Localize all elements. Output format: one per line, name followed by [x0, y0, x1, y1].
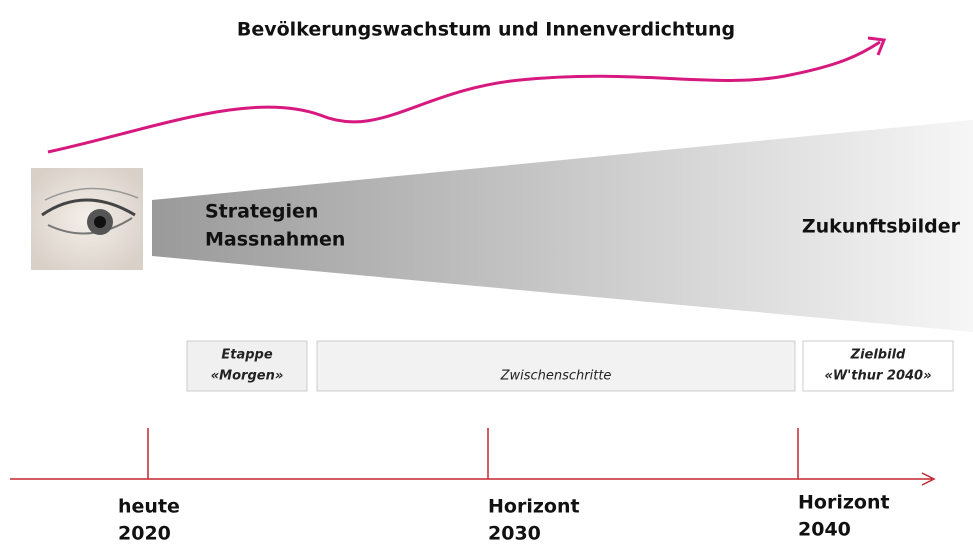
phase-label: Etappe — [221, 348, 272, 363]
title: Bevölkerungswachstum und Innenverdichtun… — [237, 19, 735, 41]
phase-box — [317, 341, 795, 391]
milestone-label: Horizont — [488, 496, 580, 518]
milestone-label: 2040 — [798, 519, 851, 541]
phase-label: «W'thur 2040» — [824, 369, 931, 384]
phase-label: «Morgen» — [211, 369, 284, 384]
diagram: Bevölkerungswachstum und Innenverdichtun… — [0, 0, 973, 545]
eye-image — [31, 168, 143, 270]
phase-label: Zwischenschritte — [500, 369, 612, 384]
milestone-label: Horizont — [798, 492, 890, 514]
milestone-label: 2030 — [488, 523, 541, 545]
milestone-label: 2020 — [118, 523, 171, 545]
wedge-label: Strategien — [205, 201, 318, 223]
milestone-label: heute — [118, 496, 180, 518]
growth-curve — [48, 42, 880, 152]
wedge-label: Massnahmen — [205, 229, 345, 251]
wedge-label: Zukunftsbilder — [802, 216, 961, 238]
phase-label: Zielbild — [850, 348, 906, 363]
